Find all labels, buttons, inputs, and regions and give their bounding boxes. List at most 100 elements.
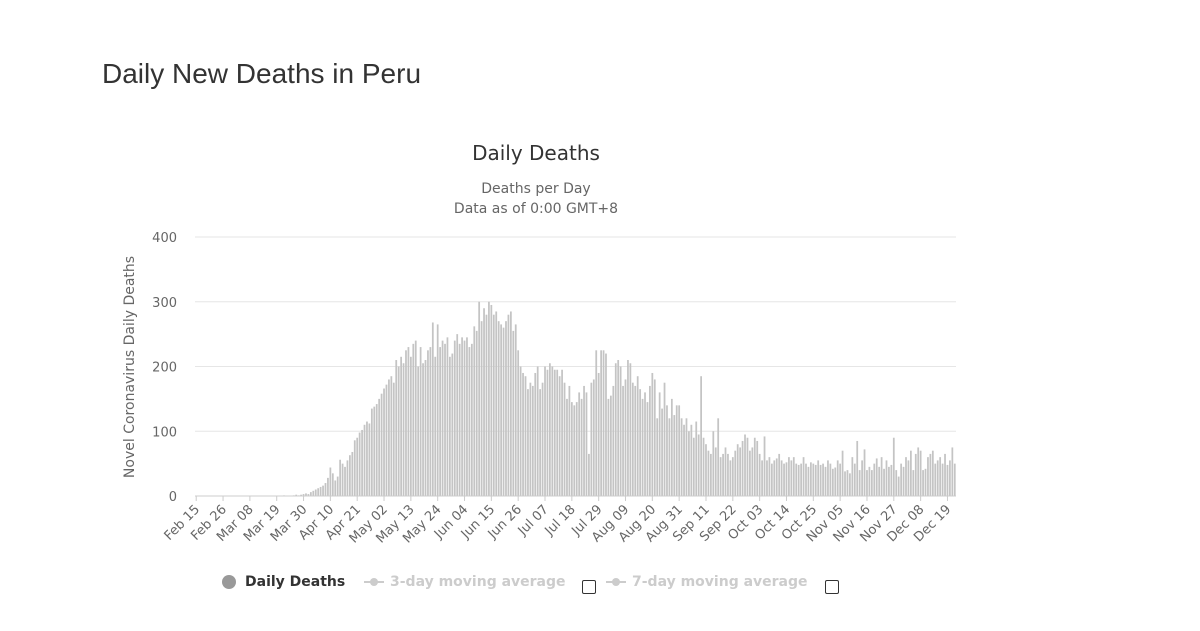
bar-daily-deaths[interactable]	[573, 405, 576, 496]
bar-daily-deaths[interactable]	[509, 311, 512, 496]
bar-daily-deaths[interactable]	[741, 440, 744, 496]
bar-daily-deaths[interactable]	[807, 466, 810, 496]
bar-daily-deaths[interactable]	[678, 405, 681, 496]
bar-daily-deaths[interactable]	[314, 489, 317, 496]
bar-daily-deaths[interactable]	[485, 314, 488, 496]
bar-daily-deaths[interactable]	[366, 421, 368, 496]
bar-daily-deaths[interactable]	[936, 460, 939, 496]
bar-daily-deaths[interactable]	[910, 450, 912, 496]
bar-daily-deaths[interactable]	[709, 453, 712, 496]
bar-daily-deaths[interactable]	[578, 392, 581, 496]
bar-daily-deaths[interactable]	[766, 460, 768, 496]
bar-daily-deaths[interactable]	[663, 382, 666, 496]
bar-daily-deaths[interactable]	[851, 457, 854, 496]
bar-daily-deaths[interactable]	[788, 457, 790, 496]
bar-daily-deaths[interactable]	[707, 450, 710, 496]
bar-daily-deaths[interactable]	[488, 301, 490, 496]
bar-daily-deaths[interactable]	[924, 468, 927, 496]
bar-daily-deaths[interactable]	[412, 343, 415, 496]
bar-daily-deaths[interactable]	[507, 314, 510, 496]
bar-daily-deaths[interactable]	[907, 460, 910, 496]
checkbox-7-day-average[interactable]	[825, 580, 839, 594]
bar-daily-deaths[interactable]	[390, 376, 393, 496]
bar-daily-deaths[interactable]	[653, 379, 656, 496]
bar-daily-deaths[interactable]	[763, 436, 766, 496]
bar-daily-deaths[interactable]	[517, 350, 520, 496]
bar-daily-deaths[interactable]	[470, 343, 473, 496]
bar-daily-deaths[interactable]	[319, 486, 322, 496]
bar-daily-deaths[interactable]	[505, 321, 507, 496]
bar-daily-deaths[interactable]	[666, 405, 668, 496]
bar-daily-deaths[interactable]	[797, 464, 800, 496]
bar-daily-deaths[interactable]	[629, 363, 632, 496]
bar-daily-deaths[interactable]	[429, 347, 432, 496]
bar-daily-deaths[interactable]	[670, 398, 673, 497]
bar-daily-deaths[interactable]	[495, 311, 498, 496]
bar-daily-deaths[interactable]	[607, 398, 610, 497]
bar-daily-deaths[interactable]	[922, 470, 924, 496]
bar-daily-deaths[interactable]	[512, 330, 515, 496]
bar-daily-deaths[interactable]	[929, 453, 932, 496]
bar-daily-deaths[interactable]	[539, 389, 542, 496]
bar-daily-deaths[interactable]	[295, 494, 298, 496]
bar-daily-deaths[interactable]	[302, 494, 305, 496]
bar-daily-deaths[interactable]	[829, 463, 832, 497]
bar-daily-deaths[interactable]	[580, 398, 583, 497]
bar-daily-deaths[interactable]	[834, 467, 837, 496]
bar-daily-deaths[interactable]	[878, 466, 881, 496]
bar-daily-deaths[interactable]	[768, 457, 771, 496]
bar-daily-deaths[interactable]	[614, 363, 617, 496]
bar-daily-deaths[interactable]	[534, 372, 537, 496]
bar-daily-deaths[interactable]	[914, 453, 917, 496]
bar-daily-deaths[interactable]	[549, 363, 551, 496]
bar-daily-deaths[interactable]	[346, 460, 349, 496]
bar-daily-deaths[interactable]	[414, 340, 417, 496]
bar-daily-deaths[interactable]	[473, 326, 476, 496]
bar-daily-deaths[interactable]	[751, 447, 754, 496]
bar-daily-deaths[interactable]	[373, 406, 376, 496]
bar-daily-deaths[interactable]	[827, 460, 829, 496]
bar-daily-deaths[interactable]	[680, 418, 683, 496]
bar-daily-deaths[interactable]	[502, 327, 505, 496]
bar-daily-deaths[interactable]	[712, 431, 715, 496]
bar-daily-deaths[interactable]	[424, 360, 427, 496]
bar-daily-deaths[interactable]	[353, 440, 356, 496]
bar-daily-deaths[interactable]	[624, 379, 627, 496]
bar-daily-deaths[interactable]	[590, 382, 593, 496]
bar-daily-deaths[interactable]	[551, 366, 554, 497]
bar-daily-deaths[interactable]	[385, 384, 388, 496]
bar-daily-deaths[interactable]	[927, 457, 929, 496]
bar-daily-deaths[interactable]	[885, 460, 888, 496]
bar-daily-deaths[interactable]	[546, 369, 549, 496]
bar-daily-deaths[interactable]	[792, 457, 795, 496]
bar-daily-deaths[interactable]	[810, 462, 812, 496]
bar-daily-deaths[interactable]	[583, 385, 585, 496]
bar-daily-deaths[interactable]	[656, 418, 659, 496]
bar-daily-deaths[interactable]	[529, 382, 532, 496]
bar-daily-deaths[interactable]	[692, 437, 695, 496]
bar-daily-deaths[interactable]	[358, 432, 361, 496]
bar-daily-deaths[interactable]	[522, 372, 524, 496]
bar-daily-deaths[interactable]	[563, 382, 566, 496]
bar-daily-deaths[interactable]	[690, 424, 693, 496]
bar-daily-deaths[interactable]	[819, 464, 822, 496]
bar-daily-deaths[interactable]	[331, 473, 334, 496]
bar-daily-deaths[interactable]	[795, 463, 798, 497]
bar-daily-deaths[interactable]	[858, 470, 861, 496]
bar-daily-deaths[interactable]	[405, 350, 407, 496]
bar-daily-deaths[interactable]	[697, 434, 700, 496]
bar-daily-deaths[interactable]	[409, 356, 412, 496]
bar-daily-deaths[interactable]	[514, 324, 517, 496]
bar-daily-deaths[interactable]	[570, 402, 573, 496]
legend-item-3-day-average[interactable]: 3-day moving average	[364, 574, 566, 590]
bar-daily-deaths[interactable]	[434, 356, 437, 496]
bar-daily-deaths[interactable]	[422, 363, 424, 496]
bar-daily-deaths[interactable]	[770, 463, 773, 497]
bar-daily-deaths[interactable]	[646, 402, 649, 496]
bar-daily-deaths[interactable]	[790, 460, 793, 496]
bar-daily-deaths[interactable]	[307, 494, 310, 496]
checkbox-3-day-average[interactable]	[582, 580, 596, 594]
bar-daily-deaths[interactable]	[527, 389, 529, 496]
bar-daily-deaths[interactable]	[541, 382, 544, 496]
bar-daily-deaths[interactable]	[378, 398, 381, 497]
